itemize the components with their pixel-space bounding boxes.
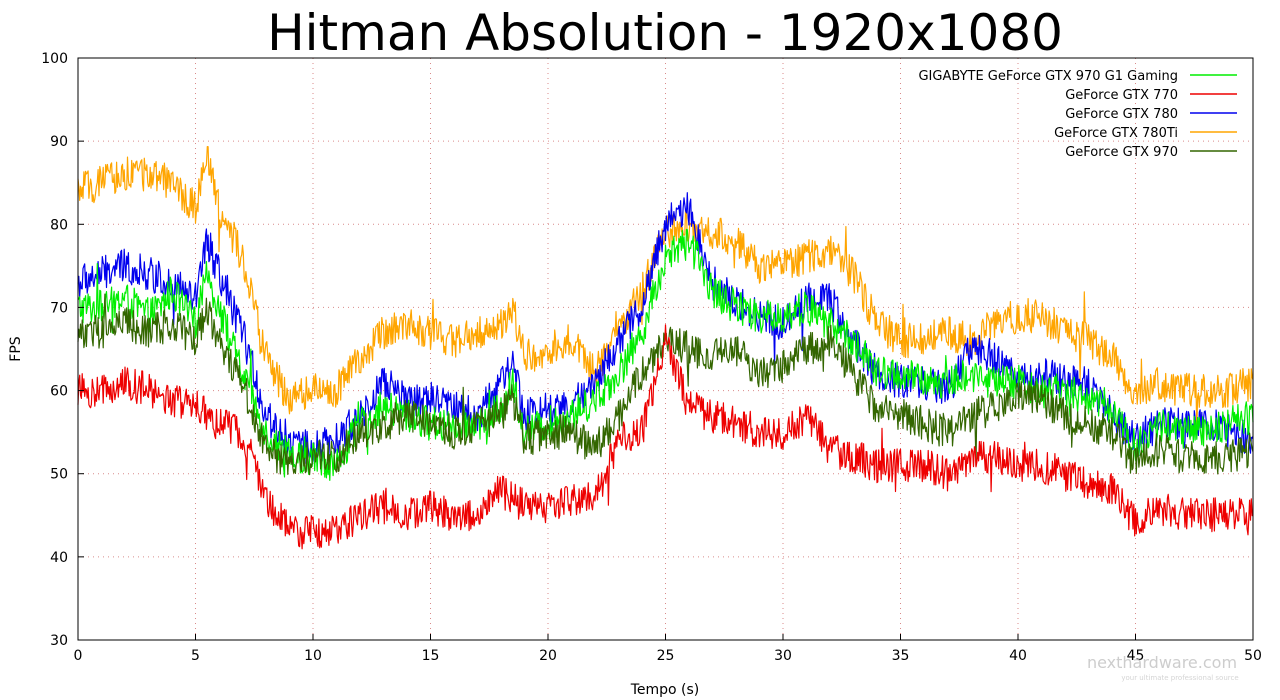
y-tick-label: 30 [50,633,68,649]
x-tick-label: 35 [892,648,910,664]
x-tick-label: 20 [539,648,557,664]
legend-label: GeForce GTX 770 [1065,88,1178,103]
chart-title: Hitman Absolution - 1920x1080 [267,4,1063,62]
y-tick-label: 40 [50,550,68,566]
x-tick-label: 40 [1009,648,1027,664]
legend-label: GeForce GTX 780Ti [1054,126,1178,141]
legend: GIGABYTE GeForce GTX 970 G1 Gaming GeForc… [918,69,1237,160]
x-tick-label: 30 [774,648,792,664]
series-layer [77,146,1254,550]
series-line [77,324,1254,550]
watermark-tagline: your ultimate professional source [1121,674,1238,682]
y-tick-label: 80 [50,217,68,233]
legend-label: GeForce GTX 780 [1065,107,1178,122]
legend-label: GeForce GTX 970 [1065,145,1178,160]
x-tick-label: 45 [1127,648,1145,664]
x-tick-label: 50 [1244,648,1262,664]
watermark: nexthardware.com your ultimate professio… [1087,653,1239,682]
x-tick-label: 15 [422,648,440,664]
grid [78,58,1253,640]
y-tick-label: 70 [50,300,68,316]
y-tick-label: 90 [50,134,68,150]
y-tick-label: 100 [41,51,68,67]
legend-label: GIGABYTE GeForce GTX 970 G1 Gaming [918,69,1178,84]
tick-labels: 0 5 10 15 20 25 30 35 40 45 50 30 40 50 60 70 80 90 100 [41,51,1262,664]
y-axis-label: FPS [8,336,24,361]
series-line [77,228,1254,481]
x-tick-label: 25 [657,648,675,664]
x-tick-label: 0 [74,648,83,664]
x-tick-label: 5 [191,648,200,664]
x-axis-label: Tempo (s) [630,682,700,698]
y-tick-label: 60 [50,384,68,400]
x-tick-label: 10 [304,648,322,664]
y-tick-label: 50 [50,467,68,483]
watermark-text: nexthardware.com [1087,653,1237,672]
